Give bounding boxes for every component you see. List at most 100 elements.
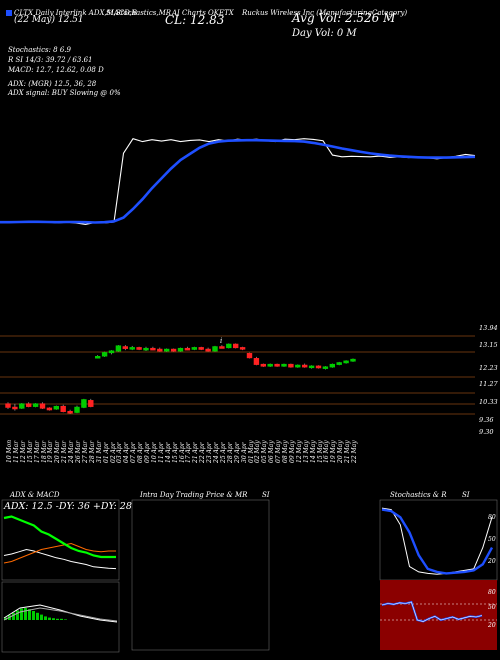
date-label: 25 Apr <box>219 442 227 463</box>
macd-histogram-bar <box>24 608 27 620</box>
macd-histogram-bar <box>20 608 23 620</box>
date-label: 30 Apr <box>240 442 248 463</box>
candle-body <box>233 343 239 349</box>
date-label: 22 May <box>351 440 358 463</box>
series-close-line <box>0 138 476 225</box>
header-line1-left: CLTX Daily Interlink ADX,MACD,B <box>14 9 137 17</box>
rsi-lines <box>380 600 497 623</box>
macd-histogram-bar <box>56 618 59 620</box>
macd-histogram-bar <box>52 618 55 620</box>
date-label: 11 Mar <box>12 440 20 463</box>
rsi-scale-label: 80 <box>488 589 496 596</box>
rsi-readout: R SI 14/3: 39.72 / 63.61 <box>8 56 93 64</box>
date-label: 09 May <box>288 440 296 463</box>
candle-body <box>177 347 184 352</box>
price-scale-label: 13.94 <box>479 324 498 332</box>
header-date-line: (22 May) 12.51 <box>14 15 84 25</box>
candle-body <box>329 363 336 368</box>
date-label: 29 Apr <box>233 442 241 463</box>
macd-histogram-bar <box>44 616 47 620</box>
candle-body <box>198 347 204 350</box>
candle-body <box>122 346 128 349</box>
candle-body <box>46 407 53 411</box>
macd-readout: MACD: 12.7, 12.62, 0.08 D <box>8 66 104 74</box>
stoch-lines <box>381 507 494 575</box>
candle-body <box>164 348 170 352</box>
header-close: CL: 12.83 <box>165 13 225 27</box>
candle-body <box>315 365 322 369</box>
rsi-line-overlay <box>381 601 483 622</box>
date-label: 28 Mar <box>88 440 96 463</box>
candle-body <box>295 364 301 368</box>
candle-body <box>67 410 73 414</box>
date-label: 08 May <box>282 440 289 463</box>
adx-readout: ADX: (MGR) 12.5, 36, 28 <box>8 80 97 88</box>
rsi-scale-label: 20 <box>488 622 496 629</box>
stoch-panel-si: SI <box>462 491 470 499</box>
candle-body <box>39 403 46 409</box>
price-scale-label: 13.15 <box>479 341 498 349</box>
date-label: 12 May <box>295 440 303 463</box>
macd-signal-line <box>3 607 118 622</box>
header-day-volume: Day Vol: 0 M <box>292 28 357 39</box>
candle-body <box>322 366 329 369</box>
macd-histogram-bar <box>32 611 35 620</box>
macd-histogram-bar <box>36 612 39 620</box>
candle-body <box>136 347 142 350</box>
candle-body <box>253 358 260 365</box>
stoch-panel-title: Stochastics & R <box>390 491 447 499</box>
candle-body <box>157 348 163 352</box>
date-label: 28 Apr <box>226 442 234 463</box>
intraday-panel-title: Intra Day Trading Price & MR <box>140 491 248 499</box>
candle-body <box>143 347 149 351</box>
candle-body <box>212 346 218 352</box>
stoch-scale-label: 50 <box>488 536 496 543</box>
macd-histogram-bar <box>28 609 31 620</box>
series-ma-line <box>0 138 476 224</box>
date-label: 11 Apr <box>157 442 165 463</box>
macd-histogram-bar <box>16 610 19 620</box>
candle-body <box>226 343 232 349</box>
candle-body <box>336 362 342 365</box>
date-label: 10 Apr <box>150 442 158 463</box>
header-line1-mid: SI,Stochastics,MR <box>106 9 172 17</box>
intraday-panel-si: SI <box>262 491 270 499</box>
candle-body <box>184 347 191 351</box>
candle-body <box>350 358 356 362</box>
macd-panel-frame <box>1 581 120 653</box>
candle-body <box>53 405 59 410</box>
date-label: 24 Apr <box>213 442 220 463</box>
candle-body <box>150 347 156 351</box>
adx-lines <box>3 515 117 570</box>
price-scale-label: 11.27 <box>479 380 498 388</box>
date-label: 14 Apr <box>164 442 172 463</box>
date-label: 14 May <box>309 440 317 463</box>
candle-body <box>288 363 294 368</box>
intraday-panel-frame <box>131 499 270 651</box>
header-line1-right: Ruckus Wireless Inc (ManufacturingCatego… <box>242 9 408 17</box>
stochastics-readout: Stochastics: 8 6.9 <box>8 46 71 54</box>
price-scale-label: 12.23 <box>479 364 498 372</box>
price-scale-label: 9.36 <box>479 416 494 424</box>
date-label: 15 Mar <box>26 440 34 463</box>
candle-body <box>5 403 11 408</box>
header-avg-volume: Avg Vol: 2.526 M <box>292 11 396 25</box>
macd-histogram-bar <box>48 617 51 620</box>
date-label: 31 Mar <box>95 440 103 463</box>
price-scale-label: 9.30 <box>479 428 494 436</box>
candle-body <box>95 356 101 359</box>
stoch-panel-frame <box>379 499 498 581</box>
macd-histogram-bar <box>12 612 15 620</box>
macd-histogram-bar <box>60 618 63 620</box>
candle-body <box>108 350 115 354</box>
rsi-scale-label: 50 <box>488 604 496 611</box>
price-grid <box>0 335 475 415</box>
rsi-line <box>381 600 483 623</box>
price-scale-label: 10.33 <box>479 398 498 406</box>
adx-series-line <box>3 515 116 559</box>
adx-signal-readout: ADX signal: BUY Slowing @ 0% <box>8 89 121 97</box>
date-label: 17 Mar <box>33 440 41 463</box>
adx-series-line <box>3 542 116 564</box>
macd-histogram-bar <box>8 615 11 620</box>
candle-body <box>281 363 287 367</box>
